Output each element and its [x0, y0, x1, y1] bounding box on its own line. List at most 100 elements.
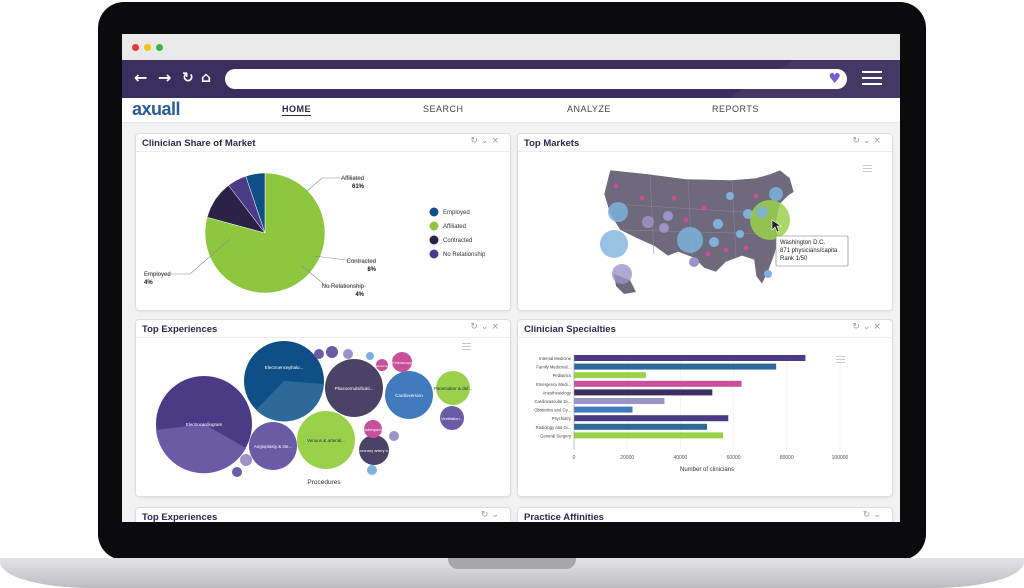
legend-no-relationship[interactable]: No Relationship: [443, 252, 486, 258]
refresh-icon[interactable]: ↻: [852, 136, 863, 146]
market-bubble[interactable]: [663, 211, 673, 221]
refresh-icon[interactable]: ↻: [470, 322, 481, 332]
market-bubble[interactable]: [689, 257, 699, 267]
bubble-axis-title: Procedures: [307, 479, 341, 486]
bar-2[interactable]: [574, 363, 777, 370]
value-no-relationship: 4%: [355, 292, 364, 298]
chevron-down-icon[interactable]: ⌄: [873, 510, 884, 520]
bubble-extracorporeal[interactable]: [376, 359, 388, 371]
market-bubble[interactable]: [769, 187, 783, 201]
pie-slice-employed[interactable]: [245, 172, 266, 234]
card-controls: ↻⌄×: [852, 322, 884, 332]
bar-5[interactable]: [574, 389, 713, 396]
home-icon[interactable]: ⌂: [201, 70, 212, 86]
legend-swatch-no-relationship[interactable]: [429, 249, 439, 259]
bubble-venous-arterial[interactable]: [297, 411, 355, 469]
nav-search[interactable]: SEARCH: [423, 104, 464, 114]
market-dot[interactable]: [723, 247, 729, 253]
heart-icon[interactable]: ♥: [828, 71, 841, 87]
bar-4[interactable]: [574, 380, 742, 387]
chevron-down-icon[interactable]: ⌄: [491, 510, 502, 520]
legend-swatch-affiliated[interactable]: [429, 221, 439, 231]
legend-affiliated[interactable]: Affiliated: [443, 224, 466, 230]
bar-7[interactable]: [574, 406, 633, 413]
bubble-small[interactable]: [232, 467, 242, 477]
market-dot[interactable]: [701, 205, 707, 211]
market-bubble[interactable]: [612, 264, 632, 284]
market-bubble[interactable]: [756, 206, 768, 218]
maximize-window-button[interactable]: [156, 44, 163, 51]
chart-menu-icon[interactable]: [836, 356, 845, 363]
close-window-button[interactable]: [132, 44, 139, 51]
bubble-small[interactable]: [366, 352, 374, 360]
bar-6[interactable]: [574, 398, 665, 404]
close-icon[interactable]: ×: [491, 136, 502, 146]
market-dot[interactable]: [743, 245, 749, 251]
legend-swatch-employed[interactable]: [429, 207, 439, 217]
bubble-ventilation[interactable]: [440, 406, 464, 430]
bubble-small[interactable]: [389, 431, 399, 441]
forward-arrow-icon[interactable]: →: [158, 68, 172, 87]
market-dot[interactable]: [639, 195, 645, 201]
market-bubble[interactable]: [642, 216, 654, 228]
close-icon[interactable]: ×: [491, 322, 502, 332]
bar-8[interactable]: [574, 415, 729, 422]
bar-3[interactable]: [574, 372, 646, 379]
market-bubble[interactable]: [677, 227, 703, 253]
market-bubble[interactable]: [659, 223, 669, 233]
minimize-window-button[interactable]: [144, 44, 151, 51]
bubble-endoscopy[interactable]: [392, 352, 412, 372]
refresh-icon[interactable]: ↻: [470, 136, 481, 146]
legend-employed[interactable]: Employed: [443, 210, 470, 216]
bubble-phacoemulsification[interactable]: [325, 359, 383, 417]
refresh-icon[interactable]: ↻: [480, 510, 492, 520]
axuall-logo[interactable]: axuall: [132, 99, 181, 119]
market-dot[interactable]: [613, 183, 619, 189]
market-bubble[interactable]: [764, 270, 772, 278]
nav-home[interactable]: HOME: [282, 104, 311, 114]
market-bubble[interactable]: [600, 230, 628, 258]
market-bubble[interactable]: [709, 237, 719, 247]
refresh-icon[interactable]: ↻: [862, 510, 874, 520]
legend-swatch-contracted[interactable]: [429, 235, 439, 245]
bubble-angioplasty[interactable]: [249, 422, 297, 470]
chart-menu-icon[interactable]: [462, 343, 471, 350]
market-bubble[interactable]: [726, 192, 734, 200]
close-icon[interactable]: ×: [873, 136, 884, 146]
market-bubble[interactable]: [608, 202, 628, 222]
bar-10[interactable]: [574, 432, 723, 439]
chevron-down-icon[interactable]: ⌄: [862, 136, 874, 146]
market-dot[interactable]: [753, 193, 759, 199]
chevron-down-icon[interactable]: ⌄: [862, 322, 874, 332]
state-borders: [613, 173, 775, 259]
market-dot[interactable]: [683, 217, 689, 223]
nav-reports[interactable]: REPORTS: [712, 104, 759, 114]
market-bubble-washington-dc[interactable]: [750, 200, 790, 240]
market-dot[interactable]: [671, 195, 677, 201]
chevron-down-icon[interactable]: ⌄: [480, 322, 492, 332]
hamburger-menu-icon[interactable]: [862, 71, 882, 85]
bubble-small[interactable]: [326, 346, 338, 358]
chevron-down-icon[interactable]: ⌄: [480, 136, 492, 146]
reload-icon[interactable]: ↻: [182, 70, 194, 86]
bubble-small[interactable]: [240, 454, 252, 466]
bubble-pacemaker[interactable]: [436, 371, 470, 405]
back-arrow-icon[interactable]: ←: [134, 68, 148, 87]
legend-contracted[interactable]: Contracted: [443, 238, 472, 244]
market-bubble[interactable]: [713, 219, 723, 229]
nav-analyze[interactable]: ANALYZE: [567, 104, 611, 114]
market-dot[interactable]: [705, 251, 711, 257]
bubble-small[interactable]: [367, 465, 377, 475]
bubble-small[interactable]: [343, 349, 353, 359]
bubble-coronary-artery[interactable]: [359, 435, 389, 465]
refresh-icon[interactable]: ↻: [852, 322, 863, 332]
bubble-small[interactable]: [314, 349, 324, 359]
bar-1[interactable]: [574, 355, 806, 361]
market-bubble[interactable]: [736, 230, 744, 238]
chart-menu-icon[interactable]: [863, 165, 872, 172]
bar-9[interactable]: [574, 423, 707, 430]
close-icon[interactable]: ×: [873, 322, 884, 332]
bubble-radiofrequency[interactable]: [364, 420, 382, 438]
address-bar[interactable]: ♥: [225, 69, 847, 89]
bubble-cardioversion[interactable]: [385, 371, 433, 419]
